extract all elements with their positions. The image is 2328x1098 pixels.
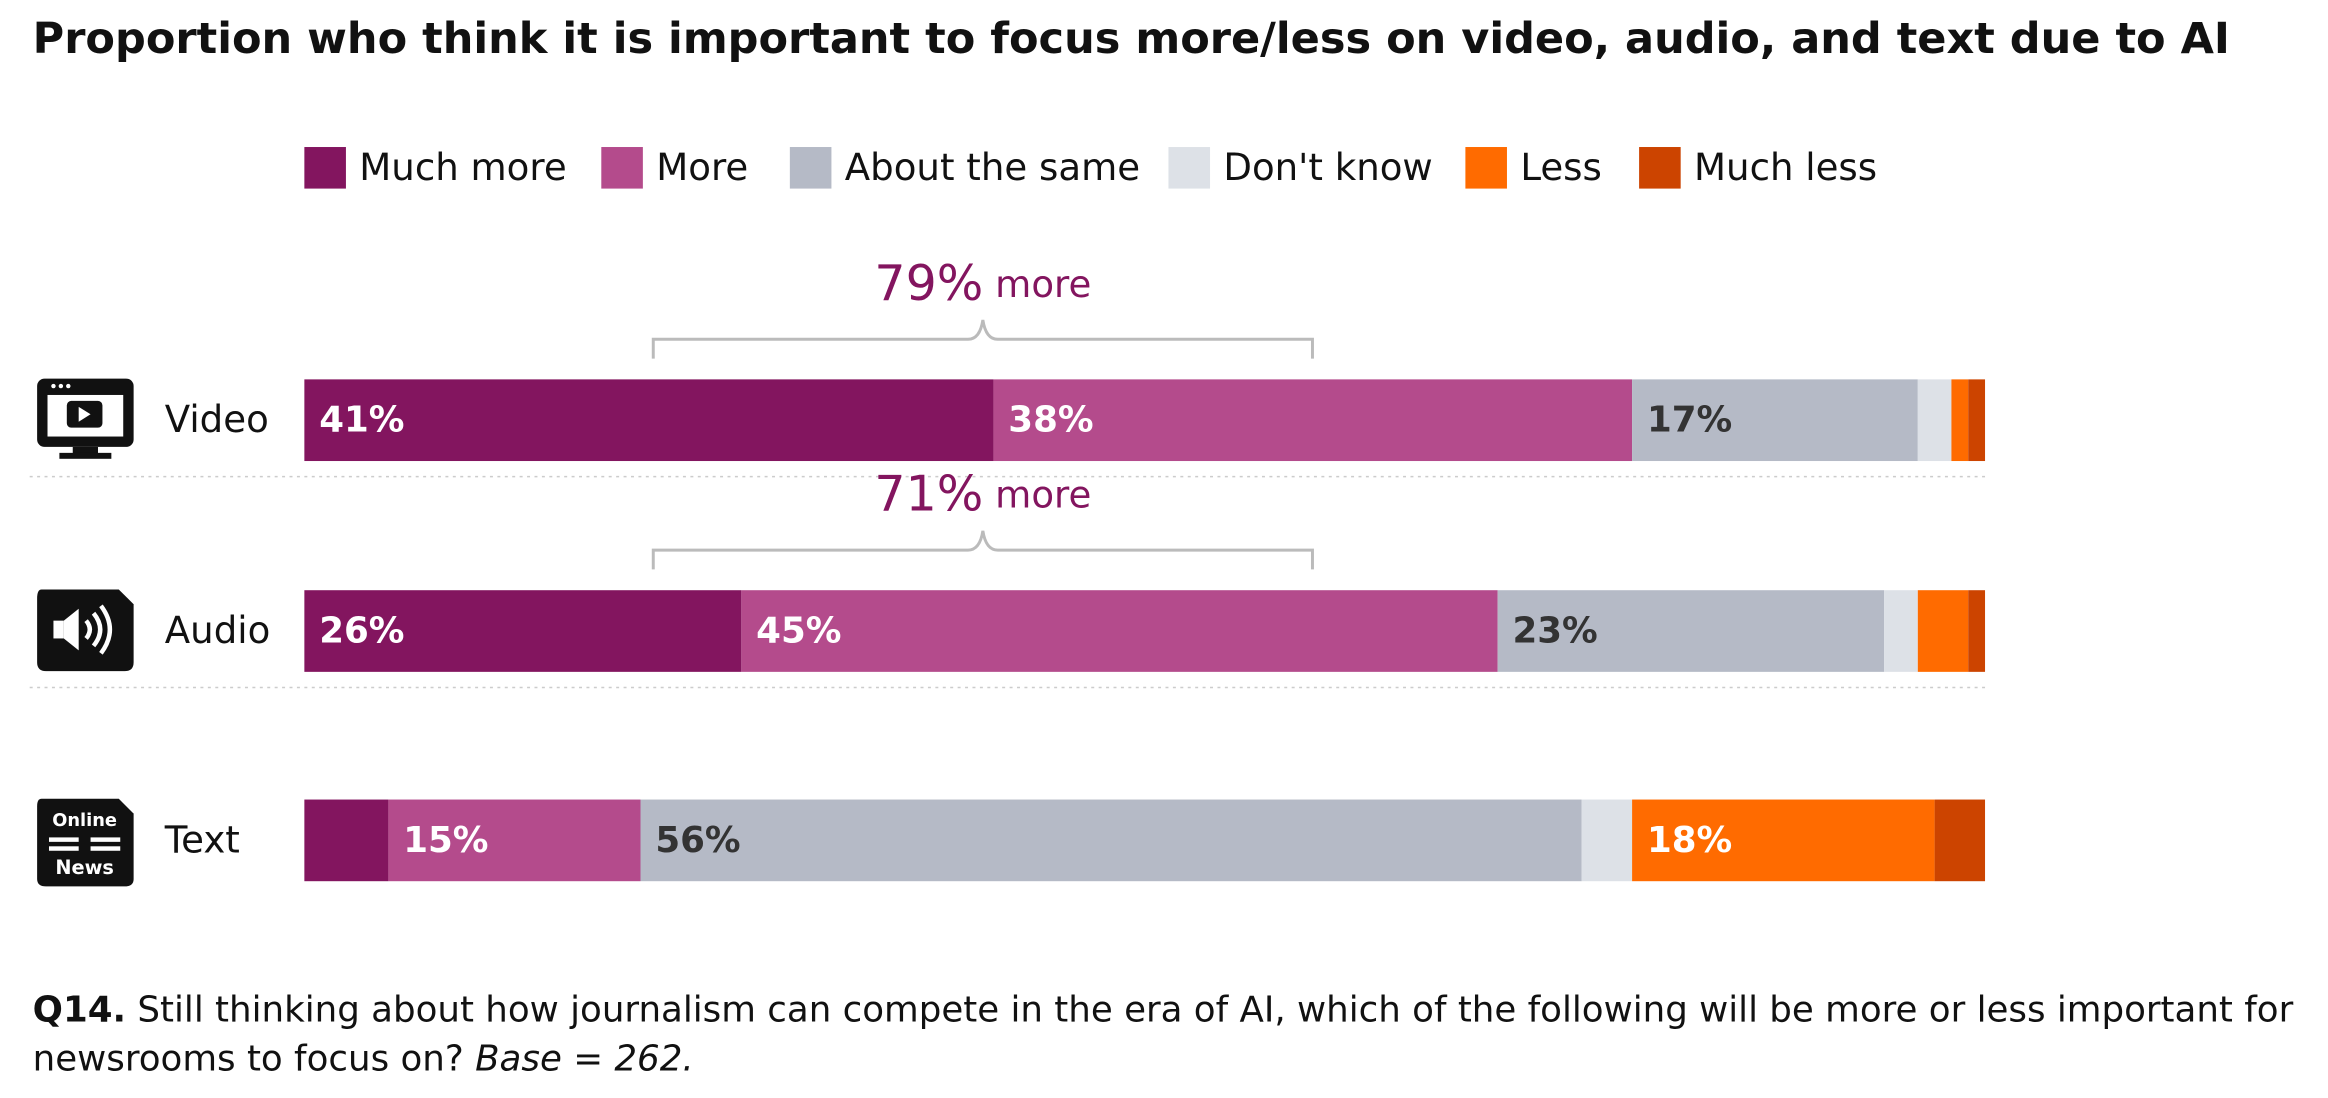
value-label: 17% xyxy=(1647,400,1732,441)
bar-segment xyxy=(1951,379,1969,462)
footnote-label: Q14. xyxy=(32,988,127,1031)
annotation-text: more xyxy=(995,262,1091,305)
legend-swatch xyxy=(304,147,346,189)
annotation-value: 71% xyxy=(874,465,983,522)
category-label: Audio xyxy=(165,609,270,652)
bar-segment xyxy=(1917,379,1952,462)
value-label: 56% xyxy=(655,820,740,861)
bar-segment xyxy=(1632,799,1935,882)
value-label: 15% xyxy=(403,820,488,861)
bar-segment xyxy=(993,379,1633,462)
bar-segment xyxy=(1497,590,1885,672)
bar-segment xyxy=(640,799,1582,882)
bar-segment xyxy=(1884,590,1918,672)
category-label: Video xyxy=(165,398,269,441)
bar-segment xyxy=(1968,590,1986,672)
footnote-base: Base = 262. xyxy=(475,1037,694,1080)
bar-segment xyxy=(304,799,389,882)
annotation: 79% more xyxy=(874,254,1091,311)
legend-swatch xyxy=(601,147,643,189)
legend-swatch xyxy=(1465,147,1507,189)
bar-segment xyxy=(1581,799,1633,882)
annotation: 71% more xyxy=(874,465,1091,522)
bar-segment xyxy=(304,590,742,672)
bar-segment xyxy=(388,799,641,882)
legend-swatch xyxy=(789,147,832,189)
legend-label: About the same xyxy=(845,146,1140,189)
text-icon: Online News xyxy=(37,798,134,887)
value-label: 38% xyxy=(1008,400,1093,441)
bar-segment xyxy=(1632,379,1918,462)
footnote-box: Q14. Still thinking about how journalism… xyxy=(33,986,2327,1084)
legend-label: Don't know xyxy=(1223,146,1432,189)
bar-segment xyxy=(304,379,994,462)
legend-label: Much more xyxy=(359,146,566,189)
bar-segment xyxy=(1917,590,1969,672)
footnote-text: Still thinking about how journalism can … xyxy=(32,988,2294,1080)
legend-swatch xyxy=(1639,147,1681,189)
value-label: 18% xyxy=(1647,820,1732,861)
bar-segment xyxy=(1968,379,1986,462)
annotation-value: 79% xyxy=(874,254,983,311)
bar-segment xyxy=(741,590,1498,672)
svg-text:Online: Online xyxy=(52,810,117,831)
legend-swatch xyxy=(1168,147,1211,189)
video-icon xyxy=(37,378,134,459)
value-label: 41% xyxy=(319,400,404,441)
category-label: Text xyxy=(164,818,240,861)
svg-text:News: News xyxy=(55,856,114,879)
chart-title: Proportion who think it is important to … xyxy=(33,14,2230,64)
value-label: 45% xyxy=(756,611,841,652)
legend-label: Less xyxy=(1520,146,1602,189)
value-label: 26% xyxy=(319,611,404,652)
bar-segment xyxy=(1934,799,1986,882)
brace xyxy=(651,319,1314,359)
annotation-text: more xyxy=(995,473,1091,516)
footnote: Q14. Still thinking about how journalism… xyxy=(33,986,2327,1084)
legend-label: Much less xyxy=(1694,146,1877,189)
value-label: 23% xyxy=(1512,611,1597,652)
audio-icon xyxy=(37,589,134,672)
legend-label: More xyxy=(656,146,748,189)
brace xyxy=(651,530,1314,570)
